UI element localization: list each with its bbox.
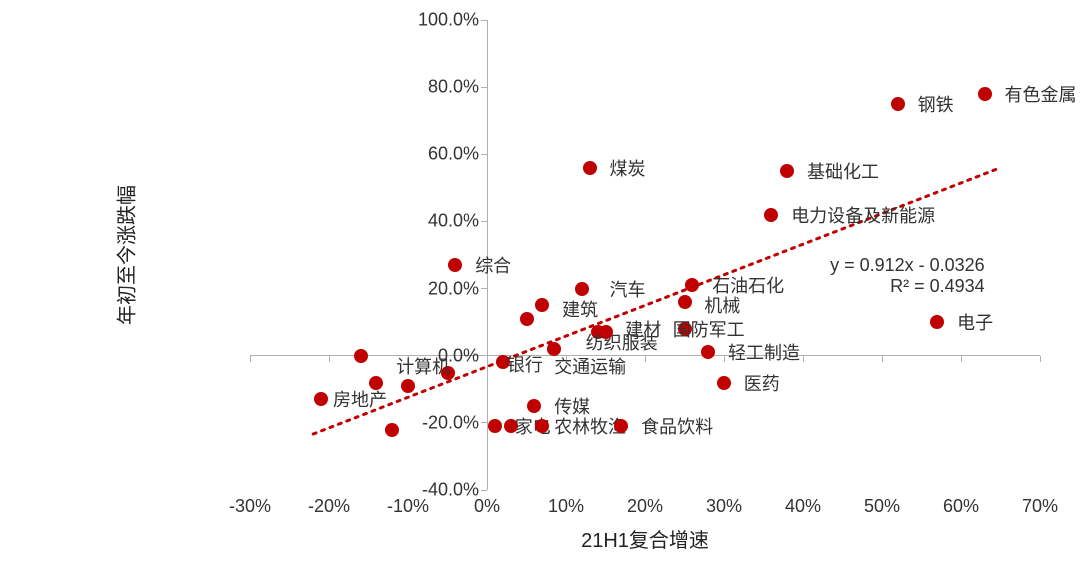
data-point bbox=[488, 419, 502, 433]
data-label: 计算机 bbox=[396, 353, 450, 379]
data-point bbox=[385, 423, 399, 437]
x-tick-label: 20% bbox=[627, 490, 663, 517]
x-tick-label: 40% bbox=[785, 490, 821, 517]
data-point bbox=[448, 258, 462, 272]
data-label: 国防军工 bbox=[673, 316, 745, 342]
x-tick bbox=[1040, 356, 1041, 362]
data-label: 钢铁 bbox=[918, 91, 954, 117]
data-label: 煤炭 bbox=[610, 155, 646, 181]
data-label: 轻工制造 bbox=[728, 339, 800, 365]
x-tick-label: 30% bbox=[706, 490, 742, 517]
data-label: 银行 bbox=[507, 351, 543, 377]
x-tick-label: -30% bbox=[229, 490, 271, 517]
data-point bbox=[369, 376, 383, 390]
data-label: 有色金属 bbox=[1005, 81, 1077, 107]
x-tick bbox=[724, 356, 725, 362]
y-tick-label: 100.0% bbox=[418, 10, 487, 31]
data-point bbox=[978, 87, 992, 101]
regression-equation: y = 0.912x - 0.0326 bbox=[830, 255, 985, 276]
x-tick bbox=[645, 356, 646, 362]
x-tick bbox=[250, 356, 251, 362]
data-point bbox=[764, 208, 778, 222]
x-tick-label: 50% bbox=[864, 490, 900, 517]
data-point bbox=[678, 295, 692, 309]
data-label: 石油石化 bbox=[712, 272, 784, 298]
data-point bbox=[314, 392, 328, 406]
data-label: 电力设备及新能源 bbox=[791, 202, 935, 228]
data-point bbox=[535, 298, 549, 312]
data-label: 电子 bbox=[957, 309, 993, 335]
data-label: 交通运输 bbox=[554, 353, 626, 379]
data-label: 医药 bbox=[744, 370, 780, 396]
data-point bbox=[614, 419, 628, 433]
data-label: 建筑 bbox=[562, 296, 598, 322]
data-point bbox=[535, 419, 549, 433]
data-label: 基础化工 bbox=[807, 158, 879, 184]
data-point bbox=[575, 282, 589, 296]
y-tick-label: 40.0% bbox=[428, 211, 487, 232]
data-label: 建材 bbox=[625, 316, 661, 342]
x-tick-label: -20% bbox=[308, 490, 350, 517]
x-tick bbox=[329, 356, 330, 362]
data-point bbox=[891, 97, 905, 111]
data-point bbox=[685, 278, 699, 292]
x-tick-label: 70% bbox=[1022, 490, 1058, 517]
data-point bbox=[780, 164, 794, 178]
data-point bbox=[930, 315, 944, 329]
data-point bbox=[520, 312, 534, 326]
x-tick-label: 10% bbox=[548, 490, 584, 517]
x-tick-label: -10% bbox=[387, 490, 429, 517]
x-tick-label: 60% bbox=[943, 490, 979, 517]
data-point bbox=[354, 349, 368, 363]
y-axis-title: 年初至今涨跌幅 bbox=[111, 185, 140, 325]
data-label: 综合 bbox=[475, 252, 511, 278]
x-tick bbox=[487, 356, 488, 362]
data-point bbox=[401, 379, 415, 393]
x-tick bbox=[961, 356, 962, 362]
data-point bbox=[717, 376, 731, 390]
x-tick-label: 0% bbox=[474, 490, 500, 517]
scatter-chart: -40.0%-20.0%0.0%20.0%40.0%60.0%80.0%100.… bbox=[0, 0, 1080, 586]
y-tick-label: 20.0% bbox=[428, 278, 487, 299]
x-axis-title: 21H1复合增速 bbox=[581, 524, 709, 553]
data-label: 食品饮料 bbox=[641, 413, 713, 439]
regression-r2: R² = 0.4934 bbox=[830, 276, 985, 297]
regression-annotation: y = 0.912x - 0.0326R² = 0.4934 bbox=[830, 255, 985, 297]
data-label: 汽车 bbox=[610, 276, 646, 302]
data-point bbox=[583, 161, 597, 175]
x-tick bbox=[882, 356, 883, 362]
data-point bbox=[701, 345, 715, 359]
y-tick-label: 60.0% bbox=[428, 144, 487, 165]
data-label: 房地产 bbox=[333, 386, 387, 412]
data-point bbox=[599, 325, 613, 339]
y-tick-label: -20.0% bbox=[422, 412, 487, 433]
y-tick-label: 80.0% bbox=[428, 77, 487, 98]
x-tick bbox=[803, 356, 804, 362]
data-point bbox=[527, 399, 541, 413]
